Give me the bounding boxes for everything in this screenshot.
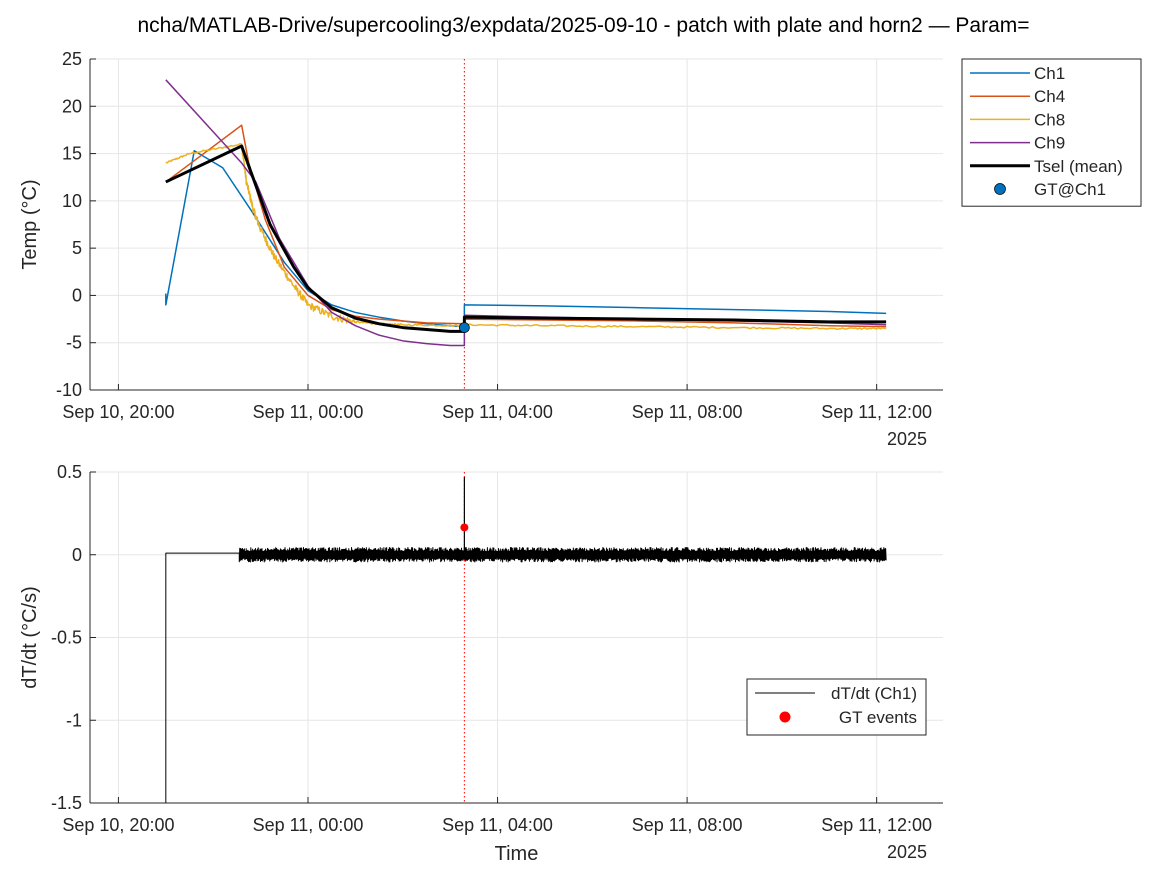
series-ch4	[165, 124, 887, 328]
x-tick-label: Sep 11, 08:00	[632, 815, 743, 835]
x-axis-label: Time	[495, 843, 539, 865]
y-tick-label: 0	[72, 545, 82, 565]
y-tick-label: 0.5	[57, 462, 82, 482]
legend-box	[961, 58, 1142, 207]
legend-label: dT/dt (Ch1)	[831, 684, 917, 703]
series-dt-dt-ch1	[165, 546, 887, 803]
y-tick-label: 5	[72, 238, 82, 258]
legend-label: Ch1	[1034, 64, 1065, 83]
x-tick-label: Sep 11, 04:00	[442, 402, 553, 422]
x-tick-label: Sep 11, 12:00	[821, 402, 932, 422]
legend-label: Ch9	[1034, 134, 1065, 153]
figure-title: ncha/MATLAB-Drive/supercooling3/expdata/…	[137, 14, 1030, 37]
y-tick-label: 15	[62, 144, 82, 164]
y-tick-label: 10	[62, 191, 82, 211]
legend-label: Ch4	[1034, 87, 1065, 106]
y-tick-label: -1.5	[51, 793, 82, 813]
series-ch1	[165, 149, 887, 328]
y-tick-label: -1	[66, 710, 82, 730]
temperature-legend: Ch1 Ch4 Ch8 Ch9 Tsel (mean) GT@Ch1	[961, 58, 1142, 207]
y-axis-label: dT/dt (°C/s)	[19, 586, 41, 688]
y-tick-label: -10	[56, 380, 82, 400]
y-tick-label: -5	[66, 333, 82, 353]
y-tick-label: 25	[62, 49, 82, 69]
y-tick-label: -0.5	[51, 628, 82, 648]
x-tick-label: Sep 10, 20:00	[62, 402, 174, 422]
series-ch8	[165, 142, 887, 331]
y-tick-label: 0	[72, 285, 82, 305]
x-tick-label: Sep 11, 08:00	[632, 402, 743, 422]
x-tick-label: Sep 11, 00:00	[253, 815, 364, 835]
legend-swatch	[994, 183, 1006, 195]
marker-gt-events	[460, 523, 469, 532]
x-year-label: 2025	[887, 429, 927, 449]
legend-label: GT events	[839, 708, 917, 727]
x-tick-label: Sep 11, 00:00	[253, 402, 364, 422]
derivative-legend: dT/dt (Ch1) GT events	[746, 678, 927, 736]
plot-data-area	[165, 59, 887, 390]
x-year-label: 2025	[887, 842, 927, 862]
legend-swatch	[779, 711, 791, 723]
series-tsel-mean	[165, 144, 887, 333]
legend-label: Ch8	[1034, 110, 1065, 129]
y-tick-label: 20	[62, 96, 82, 116]
x-tick-label: Sep 11, 12:00	[821, 815, 932, 835]
marker-gt-ch1	[459, 322, 470, 333]
derivative-plot: -1.5 -1 -0.5 0 0.5 Sep 10, 20:00 Sep 11, 00:00…	[19, 462, 943, 865]
plot-data-area	[165, 472, 887, 803]
legend-label: GT@Ch1	[1034, 180, 1106, 199]
x-tick-label: Sep 11, 04:00	[442, 815, 553, 835]
y-axis-label: Temp (°C)	[19, 179, 41, 269]
legend-label: Tsel (mean)	[1034, 157, 1123, 176]
legend-box	[746, 678, 927, 736]
x-tick-label: Sep 10, 20:00	[62, 815, 174, 835]
